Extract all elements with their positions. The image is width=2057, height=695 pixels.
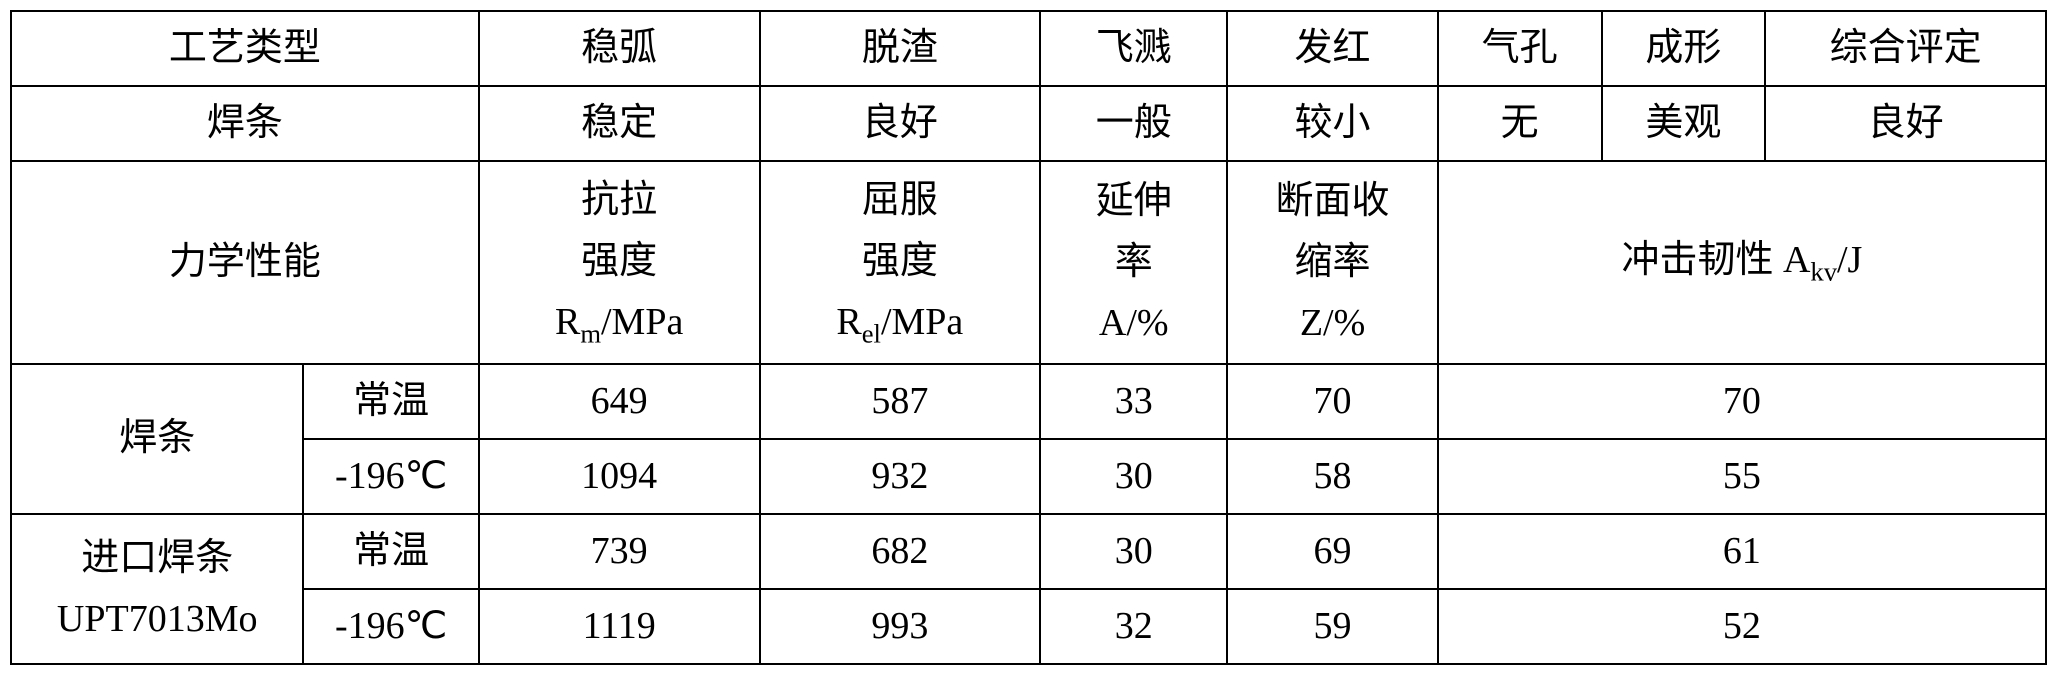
impact-label: 冲击韧性 Akv/J xyxy=(1621,239,1862,281)
reduction-line2: 缩率 xyxy=(1295,241,1371,283)
cell-value: 739 xyxy=(479,514,760,589)
cell-temp: 常温 xyxy=(303,514,478,589)
cell-value: 69 xyxy=(1227,514,1438,589)
cell-reduction-header: 断面收 缩率 Z/% xyxy=(1227,161,1438,364)
cell-electrode-row-label: 焊条 xyxy=(11,364,303,514)
table-row: -196℃ 1094 932 30 58 55 xyxy=(11,439,2046,514)
cell-value: 良好 xyxy=(1765,86,2046,161)
table-header-row: 工艺类型 稳弧 脱渣 飞溅 发红 气孔 成形 综合评定 xyxy=(11,11,2046,86)
yield-line2: 强度 xyxy=(862,240,938,282)
cell-value: 55 xyxy=(1438,439,2046,514)
cell-impact-header: 冲击韧性 Akv/J xyxy=(1438,161,2046,364)
data-table: 工艺类型 稳弧 脱渣 飞溅 发红 气孔 成形 综合评定 焊条 稳定 良好 一般 … xyxy=(10,10,2047,665)
cell-value: 1119 xyxy=(479,589,760,664)
cell-value: 52 xyxy=(1438,589,2046,664)
elong-line1: 延伸 xyxy=(1096,180,1172,222)
header-spatter: 飞溅 xyxy=(1040,11,1227,86)
cell-value: 美观 xyxy=(1602,86,1766,161)
reduction-line3: Z/% xyxy=(1300,302,1365,344)
cell-value: 无 xyxy=(1438,86,1602,161)
cell-value: 稳定 xyxy=(479,86,760,161)
cell-value: 70 xyxy=(1438,364,2046,439)
cell-value: 30 xyxy=(1040,514,1227,589)
cell-value: 良好 xyxy=(760,86,1041,161)
cell-value: 较小 xyxy=(1227,86,1438,161)
cell-elong-header: 延伸 率 A/% xyxy=(1040,161,1227,364)
cell-value: 33 xyxy=(1040,364,1227,439)
cell-value: 1094 xyxy=(479,439,760,514)
mech-header-row: 力学性能 抗拉 强度 Rm/MPa 屈服 强度 Rel/MPa 延伸 率 A/%… xyxy=(11,161,2046,364)
cell-yield-header: 屈服 强度 Rel/MPa xyxy=(760,161,1041,364)
cell-value: 32 xyxy=(1040,589,1227,664)
header-arc-stability: 稳弧 xyxy=(479,11,760,86)
cell-value: 993 xyxy=(760,589,1041,664)
elong-line2: 率 xyxy=(1115,241,1153,283)
cell-temp: -196℃ xyxy=(303,589,478,664)
cell-value: 61 xyxy=(1438,514,2046,589)
header-slag-removal: 脱渣 xyxy=(760,11,1041,86)
imported-label-l2: UPT7013Mo xyxy=(57,598,258,640)
cell-value: 932 xyxy=(760,439,1041,514)
cell-value: 58 xyxy=(1227,439,1438,514)
cell-value: 649 xyxy=(479,364,760,439)
cell-value: 70 xyxy=(1227,364,1438,439)
tensile-line1: 抗拉 xyxy=(581,179,657,221)
cell-value: 30 xyxy=(1040,439,1227,514)
tensile-line2: 强度 xyxy=(581,240,657,282)
header-forming: 成形 xyxy=(1602,11,1766,86)
reduction-line1: 断面收 xyxy=(1276,180,1390,222)
table-row: 焊条 常温 649 587 33 70 70 xyxy=(11,364,2046,439)
cell-value: 682 xyxy=(760,514,1041,589)
header-porosity: 气孔 xyxy=(1438,11,1602,86)
header-process-type: 工艺类型 xyxy=(11,11,479,86)
tensile-line3: Rm/MPa xyxy=(555,301,683,343)
table-row: 焊条 稳定 良好 一般 较小 无 美观 良好 xyxy=(11,86,2046,161)
cell-value: 一般 xyxy=(1040,86,1227,161)
table-row: 进口焊条 UPT7013Mo 常温 739 682 30 69 61 xyxy=(11,514,2046,589)
imported-label-l1: 进口焊条 xyxy=(81,537,233,579)
cell-value: 587 xyxy=(760,364,1041,439)
cell-tensile-header: 抗拉 强度 Rm/MPa xyxy=(479,161,760,364)
cell-temp: -196℃ xyxy=(303,439,478,514)
cell-electrode-label: 焊条 xyxy=(11,86,479,161)
cell-mech-label: 力学性能 xyxy=(11,161,479,364)
cell-value: 59 xyxy=(1227,589,1438,664)
header-redness: 发红 xyxy=(1227,11,1438,86)
header-overall: 综合评定 xyxy=(1765,11,2046,86)
cell-imported-row-label: 进口焊条 UPT7013Mo xyxy=(11,514,303,664)
elong-line3: A/% xyxy=(1099,302,1169,344)
yield-line1: 屈服 xyxy=(862,179,938,221)
cell-temp: 常温 xyxy=(303,364,478,439)
table-row: -196℃ 1119 993 32 59 52 xyxy=(11,589,2046,664)
yield-line3: Rel/MPa xyxy=(836,301,963,343)
